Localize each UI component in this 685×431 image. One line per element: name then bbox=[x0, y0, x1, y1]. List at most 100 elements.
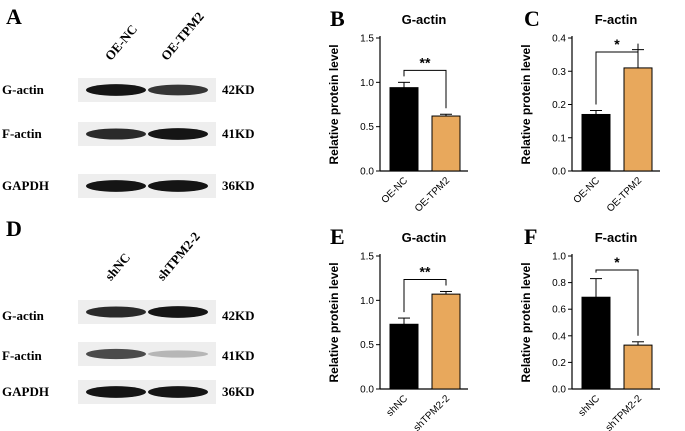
blot-band bbox=[86, 128, 146, 140]
band-svg bbox=[86, 180, 208, 192]
significance-label: * bbox=[614, 254, 620, 270]
y-tick-label: 1.0 bbox=[360, 296, 374, 307]
bar bbox=[581, 296, 611, 390]
blot-strip bbox=[78, 174, 216, 198]
band-svg bbox=[86, 128, 208, 140]
band-svg bbox=[86, 84, 208, 96]
y-tick-label: 0.4 bbox=[552, 34, 566, 45]
bar bbox=[389, 87, 419, 172]
row-label: F-actin bbox=[2, 348, 42, 363]
band-svg bbox=[86, 348, 208, 360]
significance-label: * bbox=[614, 36, 620, 52]
bar-chart-f: F-actin Relative protein level 0.0 0.2 0.4 0.… bbox=[519, 230, 660, 431]
kd-label: 42KD bbox=[222, 82, 255, 97]
significance-label: ** bbox=[420, 54, 431, 70]
kd-label: 36KD bbox=[222, 384, 255, 399]
y-tick-label: 1.5 bbox=[360, 252, 374, 263]
band-svg bbox=[86, 306, 208, 318]
panel-letter: C bbox=[524, 6, 540, 31]
x-tick-label: OE-TPM2 bbox=[413, 175, 453, 215]
blot-strip bbox=[78, 122, 216, 146]
x-tick-label: shTPM2-2 bbox=[412, 393, 453, 431]
blot-band bbox=[148, 180, 208, 192]
y-axis-label: Relative protein level bbox=[327, 44, 341, 164]
panel-letter: D bbox=[6, 216, 22, 241]
row-label: GAPDH bbox=[2, 384, 49, 399]
x-tick-label: shNC bbox=[385, 393, 410, 418]
y-tick-label: 0.0 bbox=[360, 385, 374, 396]
y-tick-label: 0.0 bbox=[360, 167, 374, 178]
lane-label: OE-NC bbox=[101, 21, 141, 64]
blot-band bbox=[86, 84, 146, 96]
significance-bracket bbox=[595, 43, 639, 105]
bar-chart-e: G-actin Relative protein level 0.0 0.5 1.0 1.… bbox=[327, 230, 468, 431]
y-tick-label: 1.0 bbox=[360, 78, 374, 89]
blot-band bbox=[148, 128, 208, 140]
x-tick-label: OE-TPM2 bbox=[605, 175, 645, 215]
blot-band bbox=[148, 84, 208, 96]
y-tick-label: 0.0 bbox=[552, 167, 566, 178]
bar-chart-c: F-actin Relative protein level 0.0 0.1 0.2 0.… bbox=[519, 12, 660, 215]
x-tick-label: shTPM2-2 bbox=[604, 393, 645, 431]
row-label: GAPDH bbox=[2, 178, 49, 193]
x-tick-label: shNC bbox=[577, 393, 602, 418]
blot-band bbox=[86, 180, 146, 192]
y-tick-label: 0.4 bbox=[552, 331, 566, 342]
bar bbox=[431, 293, 461, 390]
y-tick-label: 0.3 bbox=[552, 67, 566, 78]
bar bbox=[581, 113, 611, 172]
y-tick-label: 0.6 bbox=[552, 305, 566, 316]
panel-letter: B bbox=[330, 6, 345, 31]
band-svg bbox=[86, 386, 208, 398]
blot-strip bbox=[78, 380, 216, 404]
blot-band bbox=[148, 350, 208, 358]
blot-strip bbox=[78, 342, 216, 366]
significance-bracket bbox=[595, 269, 639, 336]
panel-letter: A bbox=[6, 4, 22, 29]
kd-label: 41KD bbox=[222, 126, 255, 141]
blot-strip bbox=[78, 300, 216, 324]
x-tick-label: OE-NC bbox=[572, 175, 603, 206]
y-tick-label: 0.1 bbox=[552, 133, 566, 144]
row-label: G-actin bbox=[2, 308, 44, 323]
lane-label: shTPM2-2 bbox=[153, 228, 203, 284]
y-tick-label: 0.2 bbox=[552, 358, 566, 369]
bar-chart-b: G-actin Relative protein level 0.0 0.5 1.0 1.… bbox=[327, 12, 468, 215]
significance-label: ** bbox=[420, 263, 431, 279]
kd-label: 42KD bbox=[222, 308, 255, 323]
bar bbox=[623, 67, 653, 172]
lane-label: shNC bbox=[101, 249, 134, 284]
panel-letter: E bbox=[330, 224, 345, 249]
y-axis-label: Relative protein level bbox=[519, 44, 533, 164]
significance-bracket bbox=[403, 278, 447, 313]
y-tick-label: 0.0 bbox=[552, 385, 566, 396]
blot-band bbox=[86, 306, 146, 318]
bar bbox=[389, 323, 419, 390]
bar bbox=[623, 344, 653, 390]
y-tick-label: 0.5 bbox=[360, 122, 374, 133]
blot-band bbox=[86, 386, 146, 398]
blot-band bbox=[148, 386, 208, 398]
y-tick-label: 0.8 bbox=[552, 278, 566, 289]
kd-label: 41KD bbox=[222, 348, 255, 363]
y-tick-label: 1.0 bbox=[552, 252, 566, 263]
y-tick-label: 0.5 bbox=[360, 340, 374, 351]
lane-label: OE-TPM2 bbox=[157, 8, 207, 64]
x-tick-label: OE-NC bbox=[380, 175, 411, 206]
y-tick-label: 0.2 bbox=[552, 100, 566, 111]
chart-title: F-actin bbox=[595, 12, 638, 27]
blot-band bbox=[86, 348, 146, 360]
row-label: G-actin bbox=[2, 82, 44, 97]
chart-title: G-actin bbox=[402, 230, 447, 245]
bar bbox=[431, 115, 461, 172]
blot-band bbox=[148, 306, 208, 318]
chart-title: F-actin bbox=[595, 230, 638, 245]
y-tick-label: 1.5 bbox=[360, 34, 374, 45]
y-axis-label: Relative protein level bbox=[519, 262, 533, 382]
panel-letter: F bbox=[524, 224, 538, 249]
blot-strip bbox=[78, 78, 216, 102]
kd-label: 36KD bbox=[222, 178, 255, 193]
chart-title: G-actin bbox=[402, 12, 447, 27]
row-label: F-actin bbox=[2, 126, 42, 141]
y-axis-label: Relative protein level bbox=[327, 262, 341, 382]
